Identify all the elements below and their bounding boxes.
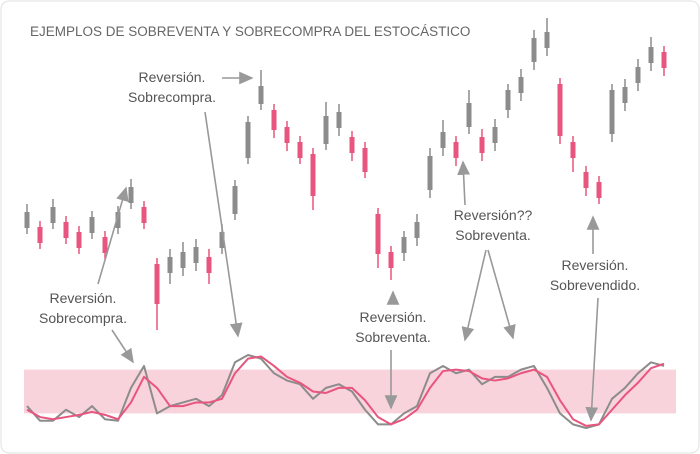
annotation: Reversión. xyxy=(360,309,427,325)
candle-body xyxy=(193,247,199,263)
arrow xyxy=(457,160,470,206)
chart-title: EJEMPLOS DE SOBREVENTA Y SOBRECOMPRA DEL… xyxy=(30,24,470,39)
candle-body xyxy=(323,116,329,144)
candle-body xyxy=(557,84,563,136)
candle-body xyxy=(388,252,394,268)
candle-body xyxy=(440,132,446,148)
candle-body xyxy=(141,207,147,223)
annotation: Reversión. xyxy=(50,290,117,306)
candle-body xyxy=(648,47,654,63)
candle-body xyxy=(206,257,212,273)
annotation: Sobreventa. xyxy=(455,227,531,243)
candle-body xyxy=(596,182,602,198)
candle-body xyxy=(492,127,498,143)
candle-body xyxy=(531,38,537,62)
candle-body xyxy=(297,142,303,158)
candle-body xyxy=(635,67,641,83)
candle-body xyxy=(362,148,368,172)
candle-body xyxy=(375,214,381,254)
annotation: Sobrecompra. xyxy=(39,310,127,326)
candle-body xyxy=(232,186,238,214)
oscillator-line xyxy=(26,355,665,427)
candle-body xyxy=(310,154,316,196)
plot xyxy=(24,18,676,429)
arrow xyxy=(487,249,516,340)
candle-body xyxy=(661,52,667,68)
candle-body xyxy=(583,172,589,188)
arrow xyxy=(204,111,243,338)
arrow xyxy=(585,297,599,422)
candle-body xyxy=(570,142,576,158)
candle-body xyxy=(89,217,95,233)
candle-body xyxy=(37,227,43,243)
arrow xyxy=(111,329,134,364)
arrow xyxy=(461,249,487,342)
annotation: Sobrevendido. xyxy=(550,277,640,293)
candle-body xyxy=(258,86,264,104)
candle-body xyxy=(154,264,160,304)
candle-body xyxy=(518,77,524,93)
candle-body xyxy=(349,137,355,153)
candle-body xyxy=(544,32,550,48)
candle-body xyxy=(128,187,134,203)
annotations: Reversión. Sobrecompra. Reversión. Sobre… xyxy=(39,69,640,422)
candle-body xyxy=(219,232,225,248)
candle-body xyxy=(245,122,251,158)
candle-body xyxy=(63,222,69,238)
candle-body xyxy=(427,156,433,190)
annotation: Reversión. xyxy=(562,257,629,273)
candle-body xyxy=(505,90,511,110)
candle-body xyxy=(622,87,628,103)
candle-body xyxy=(102,237,108,253)
candle-body xyxy=(401,237,407,253)
annotation: Reversión. xyxy=(139,69,206,85)
candle-body xyxy=(115,212,121,228)
candle-body xyxy=(271,110,277,130)
arrow xyxy=(97,186,129,285)
candle-body xyxy=(50,207,56,223)
candle-body xyxy=(453,142,459,158)
candle-body xyxy=(284,127,290,143)
candle-body xyxy=(167,257,173,273)
candle-body xyxy=(414,222,420,238)
candle-body xyxy=(466,103,472,127)
candle-body xyxy=(24,212,30,228)
candle-body xyxy=(76,232,82,248)
candle-body xyxy=(336,112,342,128)
annotation: Sobrecompra. xyxy=(128,89,216,105)
annotation: Sobreventa. xyxy=(355,329,431,345)
candle-body xyxy=(479,137,485,153)
annotation: Reversión?? xyxy=(454,207,533,223)
candle-body xyxy=(180,252,186,268)
candle-body xyxy=(609,90,615,134)
